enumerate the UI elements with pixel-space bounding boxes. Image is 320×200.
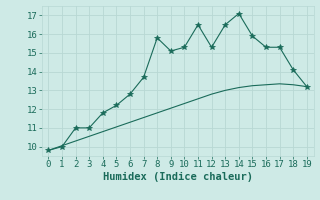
X-axis label: Humidex (Indice chaleur): Humidex (Indice chaleur) <box>103 172 252 182</box>
